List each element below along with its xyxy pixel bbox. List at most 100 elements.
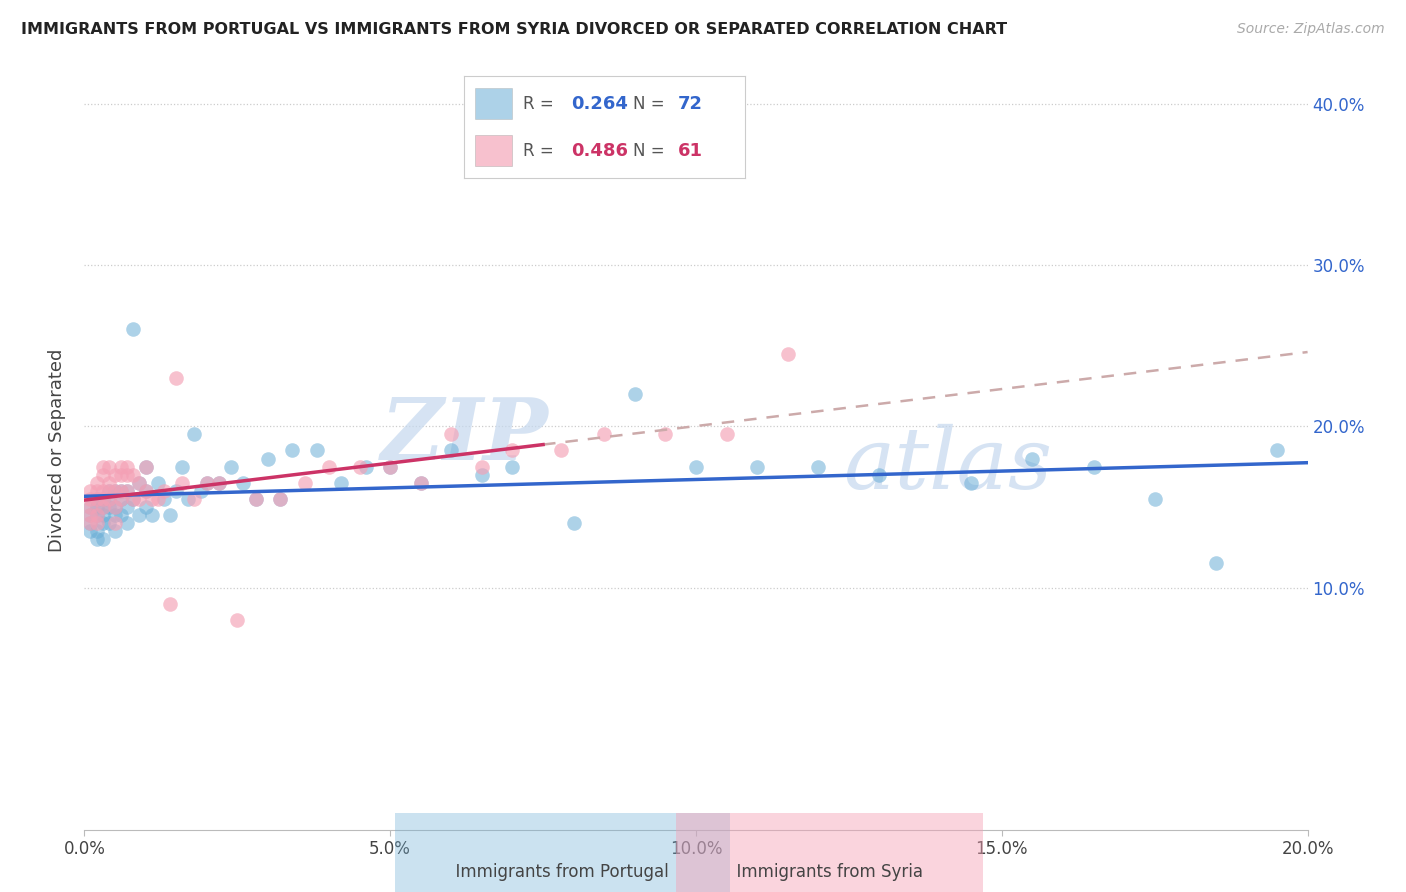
Point <box>219 459 242 474</box>
Point <box>1205 557 1227 571</box>
FancyBboxPatch shape <box>475 88 512 119</box>
Point <box>91 500 114 514</box>
Point <box>153 483 176 498</box>
Point <box>226 613 249 627</box>
Point <box>122 322 145 336</box>
Point <box>562 516 585 530</box>
Point <box>128 508 150 522</box>
Point <box>91 500 114 514</box>
Point <box>146 491 169 506</box>
Point <box>159 597 181 611</box>
Text: N =: N = <box>633 95 669 112</box>
Point <box>380 459 402 474</box>
Point <box>122 491 145 506</box>
Point <box>960 475 983 490</box>
Text: 61: 61 <box>678 142 703 160</box>
Point <box>330 475 353 490</box>
Point <box>110 467 132 482</box>
Point <box>305 443 328 458</box>
Point <box>91 516 114 530</box>
Point <box>1143 491 1166 506</box>
Point <box>141 508 163 522</box>
Point <box>97 475 120 490</box>
Point <box>550 443 572 458</box>
Point <box>502 459 524 474</box>
Point <box>104 483 127 498</box>
Point <box>122 467 145 482</box>
Point <box>183 427 205 442</box>
Point <box>354 459 377 474</box>
Point <box>86 500 108 514</box>
Point <box>269 491 291 506</box>
Point <box>86 491 108 506</box>
Point <box>104 500 127 514</box>
Point <box>110 491 132 506</box>
Point <box>91 491 114 506</box>
Point <box>153 491 176 506</box>
Point <box>104 508 127 522</box>
Point <box>245 491 267 506</box>
Point <box>86 532 108 546</box>
Point <box>122 491 145 506</box>
Text: Immigrants from Syria: Immigrants from Syria <box>725 863 934 881</box>
Point <box>110 508 132 522</box>
Point <box>245 491 267 506</box>
Point <box>86 491 108 506</box>
Point <box>165 483 187 498</box>
Point <box>91 467 114 482</box>
Point <box>110 459 132 474</box>
Point <box>172 459 194 474</box>
Point <box>97 491 120 506</box>
Point <box>97 483 120 498</box>
Point <box>79 500 101 514</box>
Point <box>79 508 101 522</box>
Point <box>97 500 120 514</box>
Point <box>141 491 163 506</box>
Point <box>86 508 108 522</box>
Point <box>146 475 169 490</box>
Point <box>79 500 101 514</box>
Point <box>79 524 101 538</box>
Point <box>79 483 101 498</box>
Point <box>97 483 120 498</box>
Point <box>593 427 616 442</box>
Point <box>409 475 432 490</box>
Text: R =: R = <box>523 142 560 160</box>
Point <box>232 475 254 490</box>
Point <box>1265 443 1288 458</box>
Point <box>135 500 157 514</box>
Point <box>91 491 114 506</box>
Point <box>115 500 138 514</box>
Point <box>91 508 114 522</box>
Point <box>86 475 108 490</box>
Point <box>409 475 432 490</box>
Text: Source: ZipAtlas.com: Source: ZipAtlas.com <box>1237 22 1385 37</box>
Point <box>135 483 157 498</box>
Point <box>79 491 101 506</box>
Point <box>110 483 132 498</box>
Point <box>104 524 127 538</box>
Point <box>91 459 114 474</box>
Point <box>115 483 138 498</box>
Point <box>1021 451 1043 466</box>
Point <box>747 459 769 474</box>
Point <box>440 427 463 442</box>
Text: R =: R = <box>523 95 560 112</box>
Point <box>1083 459 1105 474</box>
Point <box>172 475 194 490</box>
Point <box>177 491 200 506</box>
Point <box>190 483 212 498</box>
Point <box>716 427 738 442</box>
Point <box>110 483 132 498</box>
Point <box>104 500 127 514</box>
Point <box>318 459 340 474</box>
Text: 0.486: 0.486 <box>571 142 628 160</box>
Point <box>471 459 494 474</box>
Text: 0.264: 0.264 <box>571 95 627 112</box>
Point <box>79 508 101 522</box>
Point <box>79 516 101 530</box>
Point <box>440 443 463 458</box>
Point <box>654 427 676 442</box>
Point <box>110 491 132 506</box>
Point <box>91 483 114 498</box>
